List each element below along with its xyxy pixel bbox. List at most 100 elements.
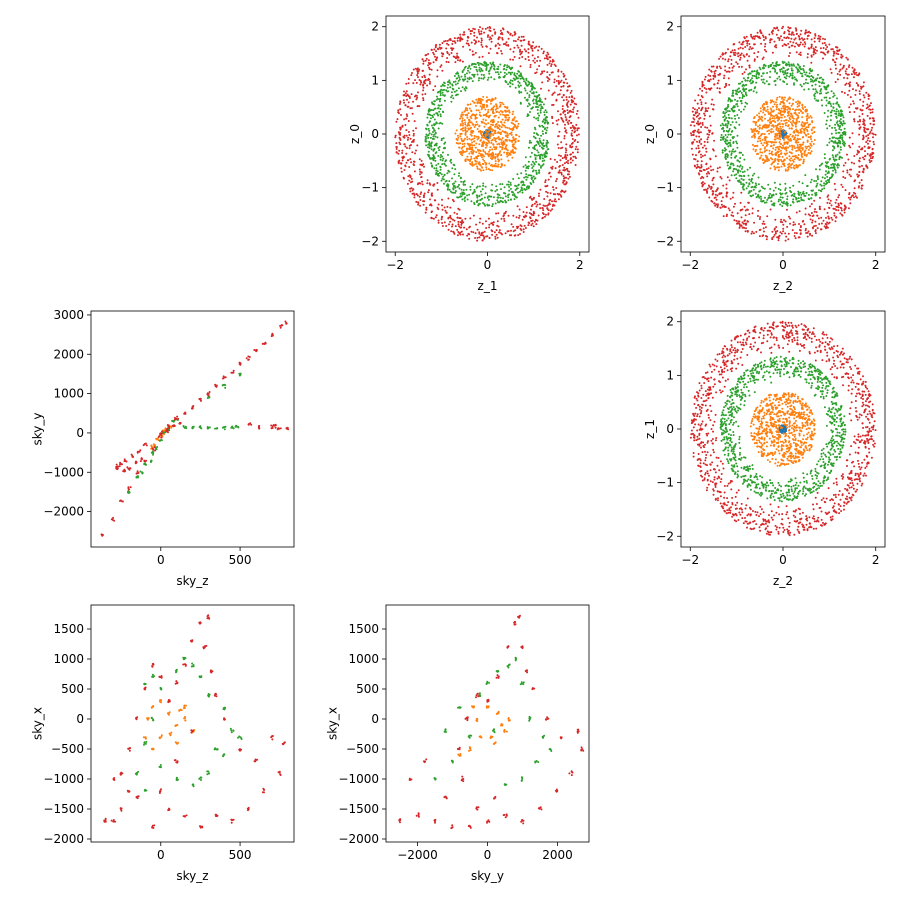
data-point (815, 180, 818, 182)
data-point (766, 156, 769, 159)
data-point (494, 130, 496, 133)
data-point (430, 142, 433, 145)
data-point (804, 145, 807, 148)
data-point (411, 151, 414, 154)
data-point (769, 107, 772, 110)
data-point (496, 155, 499, 158)
data-point (839, 146, 842, 149)
data-point (494, 165, 497, 168)
data-point (838, 128, 841, 130)
data-point (726, 153, 729, 156)
data-point (447, 153, 449, 156)
data-point (834, 141, 837, 144)
data-point (727, 58, 730, 61)
data-point (782, 230, 785, 233)
data-point (757, 183, 760, 186)
data-point (491, 233, 494, 236)
data-point (506, 132, 509, 135)
data-point (506, 66, 509, 69)
data-point (762, 144, 764, 147)
data-point (718, 166, 721, 169)
data-point (395, 142, 398, 145)
data-point (535, 71, 538, 74)
data-point (708, 196, 711, 199)
data-point (862, 136, 865, 139)
data-point (464, 150, 466, 153)
data-point (460, 90, 462, 93)
data-point (535, 91, 538, 94)
data-point (427, 79, 429, 81)
data-point (471, 73, 474, 76)
data-point (852, 102, 855, 105)
data-point (493, 67, 495, 70)
data-point (795, 119, 798, 122)
data-point (443, 182, 445, 185)
data-point (557, 75, 560, 78)
data-point (739, 46, 742, 49)
data-point (570, 142, 573, 145)
data-point (505, 144, 508, 147)
data-point (551, 200, 553, 203)
data-point (436, 182, 439, 184)
data-point (732, 141, 735, 143)
data-point (719, 139, 722, 141)
data-point (469, 133, 472, 136)
data-point (499, 29, 502, 32)
data-point (486, 104, 489, 107)
data-point (495, 233, 498, 236)
data-point (776, 103, 779, 106)
data-point (422, 69, 425, 72)
data-point (509, 183, 512, 186)
data-point (831, 149, 834, 152)
data-point (484, 185, 487, 188)
data-point (450, 52, 453, 54)
data-point (408, 179, 411, 182)
data-point (769, 99, 772, 102)
data-point (457, 74, 460, 77)
data-point (823, 157, 826, 160)
data-point (443, 82, 446, 85)
data-point (527, 187, 530, 190)
data-point (795, 42, 798, 45)
data-point (524, 81, 527, 84)
data-point (432, 138, 435, 140)
data-point (522, 35, 525, 38)
data-point (544, 179, 547, 182)
data-point (434, 132, 437, 135)
data-point (776, 162, 779, 165)
data-point (466, 109, 469, 112)
data-point (734, 98, 736, 101)
data-point (743, 174, 745, 177)
data-point (738, 151, 741, 154)
data-point (774, 148, 777, 151)
data-point (741, 165, 744, 168)
data-point (693, 124, 696, 127)
data-point (451, 87, 454, 90)
data-point (700, 153, 702, 156)
data-point (823, 112, 826, 114)
data-point (443, 142, 446, 145)
data-point (439, 154, 442, 156)
data-point (541, 130, 544, 133)
data-point (484, 204, 487, 207)
data-point (471, 30, 474, 32)
data-point (744, 209, 747, 212)
data-point (525, 50, 527, 53)
data-point (531, 167, 534, 169)
data-point (545, 145, 548, 148)
data-point (475, 160, 478, 163)
data-point (835, 102, 838, 105)
data-point (459, 123, 462, 126)
data-point (461, 154, 464, 157)
data-point (567, 100, 570, 103)
data-point (468, 76, 471, 79)
data-point (504, 134, 507, 137)
data-point (546, 71, 549, 74)
data-point (460, 223, 463, 226)
data-point (846, 153, 848, 156)
data-point (507, 180, 510, 183)
data-point (509, 85, 512, 88)
data-point (415, 193, 418, 195)
data-point (531, 88, 534, 91)
data-point (499, 196, 502, 199)
